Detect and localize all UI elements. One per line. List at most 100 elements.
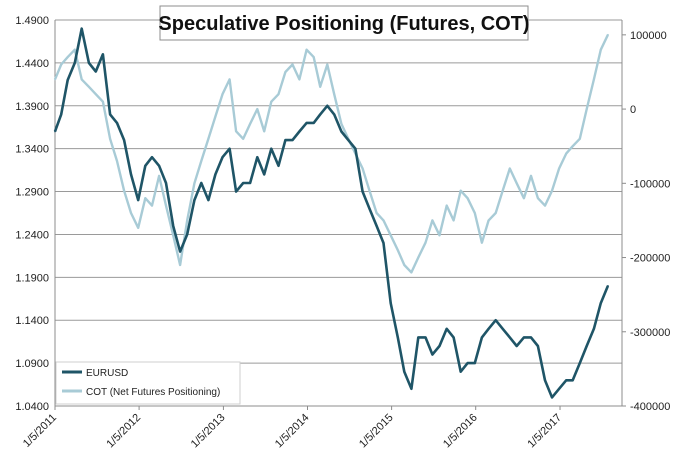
- eurusd-point-2: [66, 79, 69, 81]
- eurusd-point-26: [235, 190, 238, 193]
- eurusd-point-21: [200, 182, 203, 184]
- cot-point-56: [445, 204, 448, 207]
- eurusd-point-37: [312, 122, 315, 124]
- cot-point-1: [60, 63, 63, 66]
- eurusd-point-66: [515, 345, 518, 347]
- chart-title: Speculative Positioning (Futures, COT): [158, 13, 529, 35]
- eurusd-point-58: [459, 370, 462, 373]
- cot-point-15: [158, 175, 161, 177]
- x-axis-tick-labels: 1/5/2011 1/5/2012 1/5/2013 1/5/2014 1/5/2015…: [21, 412, 564, 451]
- x-tick-label-3: 1/5/2014: [273, 412, 312, 451]
- cot-point-54: [431, 219, 434, 222]
- eurusd-point-47: [382, 242, 385, 244]
- cot-point-69: [537, 197, 539, 200]
- axes: [54, 20, 626, 410]
- right-tick-label-4: -300000: [630, 327, 670, 339]
- eurusd-point-16: [165, 182, 167, 184]
- cot-point-39: [326, 63, 329, 66]
- left-tick-label-6: 1.1900: [15, 272, 49, 284]
- cot-point-2: [66, 56, 69, 58]
- eurusd-point-24: [221, 156, 224, 159]
- cot-point-29: [256, 108, 259, 110]
- cot-point-27: [242, 137, 245, 140]
- cot-point-62: [487, 219, 490, 222]
- cot-point-68: [530, 175, 532, 177]
- cot-point-59: [466, 197, 469, 200]
- series-line-eurusd: [53, 27, 610, 399]
- right-tick-label-0: 100000: [630, 30, 667, 42]
- eurusd-point-31: [270, 147, 273, 150]
- cot-point-10: [123, 189, 125, 192]
- cot-point-5: [88, 85, 90, 88]
- cot-point-9: [116, 160, 118, 162]
- cot-point-78: [599, 48, 602, 51]
- right-tick-label-2: -100000: [630, 178, 670, 190]
- left-axis-tick-labels: 1.4900 1.4400 1.3900 1.3400 1.2900 1.2400 1.19…: [15, 15, 49, 413]
- legend-label-cot: COT (Net Futures Positioning): [86, 387, 220, 398]
- eurusd-point-53: [424, 336, 427, 339]
- cot-point-16: [165, 204, 167, 207]
- cot-point-13: [144, 197, 147, 200]
- cot-point-17: [172, 234, 175, 237]
- cot-point-57: [452, 219, 455, 222]
- eurusd-point-65: [508, 336, 511, 339]
- cot-point-34: [291, 63, 294, 66]
- cot-point-53: [424, 241, 427, 244]
- cot-point-71: [551, 189, 553, 192]
- eurusd-point-62: [487, 327, 490, 330]
- cot-point-14: [151, 204, 153, 207]
- x-tick-label-2: 1/5/2013: [189, 412, 228, 451]
- x-tick-label-4: 1/5/2015: [357, 412, 396, 451]
- cot-point-26: [235, 130, 238, 133]
- eurusd-point-6: [94, 70, 97, 73]
- left-tick-label-2: 1.3900: [15, 101, 49, 113]
- eurusd-point-35: [298, 130, 301, 133]
- eurusd-point-19: [186, 233, 189, 236]
- eurusd-point-3: [73, 62, 76, 64]
- cot-point-20: [193, 182, 196, 185]
- eurusd-point-18: [179, 250, 182, 253]
- left-tick-label-4: 1.2900: [15, 187, 49, 199]
- eurusd-point-13: [144, 164, 147, 167]
- left-tick-label-7: 1.1400: [15, 315, 49, 327]
- cot-point-6: [94, 93, 97, 96]
- eurusd-point-48: [389, 302, 392, 304]
- eurusd-point-55: [438, 345, 441, 347]
- eurusd-point-36: [305, 122, 308, 124]
- cot-point-77: [593, 78, 595, 81]
- cot-point-61: [481, 241, 483, 244]
- left-tick-label-0: 1.4900: [15, 15, 49, 27]
- eurusd-point-17: [172, 225, 175, 227]
- eurusd-point-44: [361, 190, 364, 193]
- eurusd-point-67: [523, 336, 525, 339]
- eurusd-point-45: [368, 207, 371, 210]
- legend: EURUSD COT (Net Futures Positioning): [55, 361, 241, 405]
- cot-point-30: [263, 130, 266, 133]
- cot-point-74: [571, 145, 574, 148]
- cot-point-22: [207, 137, 210, 140]
- cot-point-79: [607, 33, 609, 36]
- eurusd-point-28: [249, 182, 252, 184]
- cot-point-3: [73, 48, 76, 51]
- legend-label-eurusd: EURUSD: [86, 368, 128, 379]
- cot-point-33: [284, 71, 287, 73]
- eurusd-point-61: [481, 336, 483, 339]
- cot-point-28: [249, 123, 252, 125]
- left-tick-label-3: 1.3400: [15, 144, 49, 156]
- eurusd-point-57: [452, 336, 455, 339]
- cot-point-51: [410, 271, 413, 274]
- eurusd-point-0: [54, 130, 56, 133]
- eurusd-point-11: [130, 173, 132, 176]
- cot-point-70: [544, 204, 546, 207]
- cot-point-72: [558, 167, 560, 170]
- eurusd-point-34: [291, 139, 294, 142]
- cot-point-11: [130, 212, 132, 214]
- eurusd-point-33: [284, 139, 287, 142]
- eurusd-point-54: [431, 353, 434, 356]
- eurusd-point-22: [207, 199, 210, 202]
- cot-point-46: [375, 212, 378, 214]
- cot-point-12: [137, 226, 140, 229]
- eurusd-point-14: [151, 156, 153, 159]
- cot-point-76: [585, 108, 588, 110]
